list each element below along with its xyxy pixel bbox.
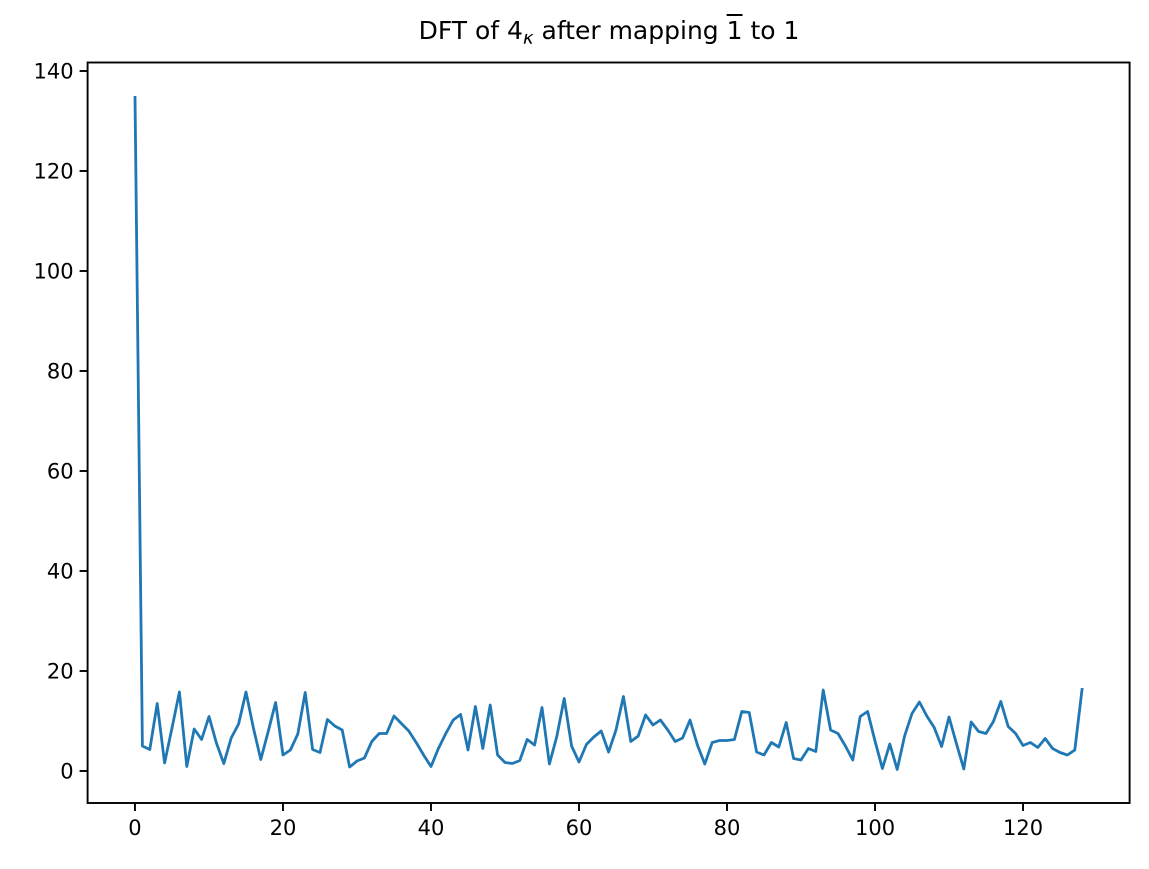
x-axis-ticks: 0 20 40 60 80 100 120 [128, 803, 1043, 840]
y-axis-ticks: 0 20 40 60 80 100 120 140 [34, 60, 88, 784]
x-tick-label-6: 120 [1003, 816, 1043, 840]
y-tick-label-7: 140 [34, 60, 74, 84]
x-tick-label-2: 40 [418, 816, 445, 840]
y-tick-label-0: 0 [60, 760, 73, 784]
x-tick-label-0: 0 [128, 816, 141, 840]
y-tick-label-3: 60 [47, 460, 74, 484]
chart-title: DFT of 4κ after mapping 1 to 1 [88, 16, 1130, 49]
y-tick-label-6: 120 [34, 160, 74, 184]
title-prefix: DFT of 4 [418, 16, 523, 45]
title-suffix: to 1 [742, 16, 800, 45]
title-kappa-subscript: κ [522, 28, 534, 50]
axes-frame [86, 61, 1131, 804]
x-tick-label-1: 20 [270, 816, 297, 840]
x-tick-label-3: 60 [566, 816, 593, 840]
title-overlined-one: 1 [726, 16, 743, 45]
y-tick-label-1: 20 [47, 660, 74, 684]
y-tick-label-5: 100 [34, 260, 74, 284]
dft-magnitude-line [133, 95, 1084, 771]
y-tick-label-2: 40 [47, 560, 74, 584]
x-tick-label-4: 80 [714, 816, 741, 840]
title-middle: after mapping [533, 16, 727, 45]
y-tick-label-4: 80 [47, 360, 74, 384]
x-tick-label-5: 100 [855, 816, 895, 840]
